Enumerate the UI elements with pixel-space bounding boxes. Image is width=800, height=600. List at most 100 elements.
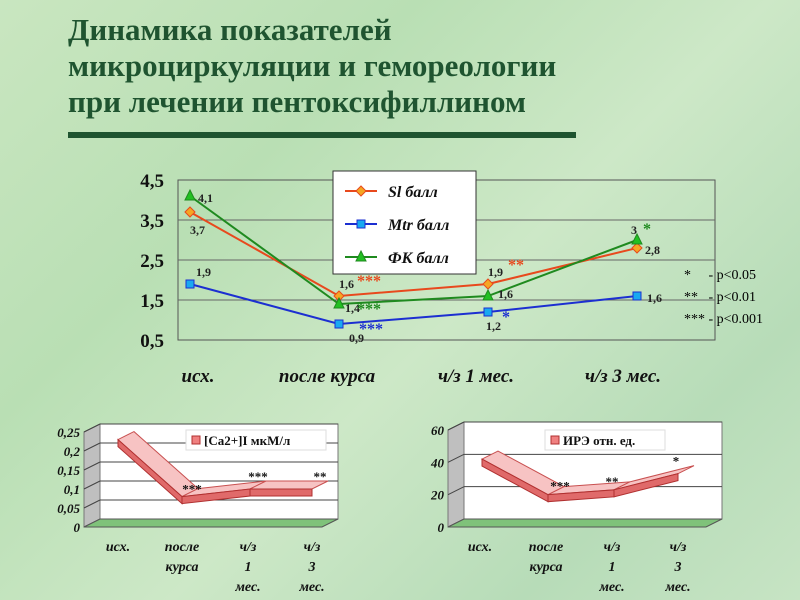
- x-tick-label: ч/з: [670, 540, 687, 555]
- x-tick-label: ч/з: [240, 540, 257, 555]
- x-tick-label: 1: [609, 560, 616, 575]
- y-tick-label: 2,5: [140, 251, 164, 272]
- significance-stars: ***: [550, 479, 570, 494]
- data-point: [333, 296, 345, 309]
- data-label: 1,6: [339, 277, 354, 291]
- gridline: [83, 499, 101, 509]
- y-tick-label: 0,5: [140, 331, 164, 352]
- significance-note-1: * - p<0.05: [684, 268, 757, 283]
- gridline: [83, 423, 101, 433]
- series-line: [189, 195, 638, 306]
- x-tick-label: ч/з 3 мес.: [585, 366, 661, 387]
- significance-stars: ***: [248, 469, 268, 484]
- gridline: [83, 461, 101, 471]
- x-tick-label: исх.: [468, 540, 492, 555]
- title-underline: [68, 132, 576, 138]
- data-point: [632, 291, 642, 301]
- significance-stars: **: [606, 474, 619, 489]
- x-tick-label: после: [529, 540, 563, 555]
- x-tick-label: 3: [308, 560, 316, 575]
- y-tick-label: 0,2: [64, 444, 81, 459]
- gridline: [83, 480, 101, 490]
- data-label: 1,4: [345, 301, 360, 315]
- legend-label: ИРЭ отн. ед.: [563, 433, 635, 448]
- x-tick-label: курса: [530, 560, 563, 575]
- data-label: 0,9: [349, 331, 364, 345]
- slide-title: Динамика показателей микроциркуляции и г…: [68, 12, 768, 120]
- y-tick-label: 3,5: [140, 211, 164, 232]
- significance-stars: ***: [182, 482, 202, 497]
- title-line-3: при лечении пентоксифиллином: [68, 84, 527, 119]
- significance-stars: *: [502, 309, 510, 326]
- data-point: [185, 279, 195, 289]
- significance-stars: *: [673, 454, 680, 469]
- data-label: 1,9: [196, 265, 211, 279]
- data-label: 4,1: [198, 191, 213, 205]
- data-point: [631, 232, 643, 245]
- y-tick-label: 20: [430, 488, 445, 503]
- significance-stars: **: [314, 469, 327, 484]
- significance-stars: ***: [357, 301, 381, 318]
- data-label: 3: [631, 223, 637, 237]
- legend-label: Sl балл: [388, 184, 438, 201]
- x-tick-label: ч/з: [604, 540, 621, 555]
- x-tick-label: исх.: [182, 366, 215, 387]
- ribbon-face: [613, 473, 679, 498]
- y-tick-label: 0,05: [57, 501, 80, 516]
- series-line: [189, 211, 638, 298]
- x-tick-label: 3: [674, 560, 682, 575]
- data-point: [631, 242, 643, 254]
- y-tick-label: 0,15: [57, 463, 80, 478]
- x-tick-label: ч/з: [304, 540, 321, 555]
- legend-marker: [550, 435, 560, 445]
- data-point: [483, 307, 493, 317]
- x-tick-label: исх.: [106, 540, 130, 555]
- data-label: 2,8: [645, 243, 660, 257]
- x-tick-label: ч/з 1 мес.: [438, 366, 514, 387]
- gridline: [447, 421, 465, 431]
- floor: [83, 518, 339, 528]
- data-label: 1,6: [498, 287, 513, 301]
- legend-marker: [191, 435, 201, 445]
- gridline: [83, 442, 101, 452]
- y-tick-label: 0,1: [64, 482, 80, 497]
- x-tick-label: после: [165, 540, 199, 555]
- legend-marker: [356, 219, 366, 229]
- data-point: [184, 188, 196, 201]
- data-point: [334, 319, 344, 329]
- x-tick-label: после курса: [279, 366, 376, 387]
- significance-note-3: *** - p<0.001: [684, 312, 764, 327]
- legend-label: [Ca2+]I мкМ/л: [204, 433, 290, 448]
- legend-label: ФК балл: [388, 250, 449, 267]
- legend-marker: [355, 185, 367, 197]
- significance-stars: ***: [357, 273, 381, 290]
- title-line-2: микроциркуляции и гемореологии: [68, 48, 557, 83]
- y-tick-label: 0: [438, 520, 445, 535]
- data-label: 3,7: [190, 223, 205, 237]
- floor: [447, 518, 723, 528]
- title-line-1: Динамика показателей: [68, 12, 392, 47]
- y-tick-label: 0,25: [57, 425, 80, 440]
- x-tick-label: мес.: [664, 580, 690, 595]
- significance-stars: **: [508, 257, 524, 274]
- data-label: 1,6: [647, 291, 662, 305]
- x-tick-label: мес.: [234, 580, 260, 595]
- significance-stars: ***: [359, 321, 383, 338]
- gridline: [447, 453, 465, 463]
- data-point: [482, 288, 494, 301]
- data-label: 1,9: [488, 265, 503, 279]
- y-tick-label: 40: [430, 455, 445, 470]
- data-point: [482, 278, 494, 290]
- legend-marker: [355, 249, 367, 262]
- y-tick-label: 4,5: [140, 171, 164, 192]
- gridline: [447, 486, 465, 496]
- x-tick-label: мес.: [598, 580, 624, 595]
- data-point: [184, 206, 196, 218]
- series-line: [189, 283, 638, 326]
- data-label: 1,2: [486, 319, 501, 333]
- wall-left: [447, 421, 465, 528]
- significance-note-2: ** - p<0.01: [684, 290, 757, 305]
- legend-label: Mtr балл: [387, 217, 449, 234]
- legend-box: [544, 429, 666, 451]
